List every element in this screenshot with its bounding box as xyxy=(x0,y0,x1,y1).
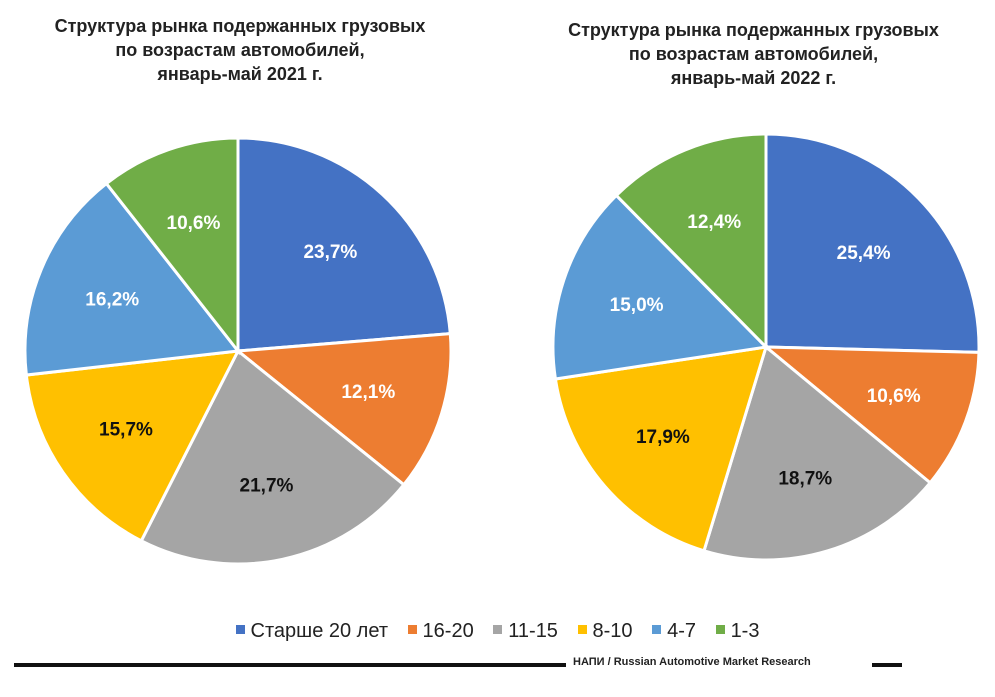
footer-source: НАПИ / Russian Automotive Market Researc… xyxy=(573,656,811,668)
chart-title-2021: Структура рынка подержанных грузовых по … xyxy=(54,16,426,84)
pie-slice-1-3 xyxy=(104,136,240,356)
legend-item-16-20: 16-20 xyxy=(407,620,474,643)
legend: Старше 20 лет 16-20 11-15 8-10 4-7 1-3 xyxy=(0,620,995,643)
legend-item-older-20: Старше 20 лет xyxy=(235,620,388,643)
footer-rule-left xyxy=(14,663,566,667)
pie-slice-16-20 xyxy=(234,332,453,487)
legend-label: 4-7 xyxy=(667,620,696,642)
pie-slice-11-15 xyxy=(139,348,406,566)
legend-item-4-7: 4-7 xyxy=(652,620,696,643)
legend-label: 8-10 xyxy=(592,620,633,642)
pie-data-label: 23,7% xyxy=(303,242,357,263)
footer-rule-right xyxy=(872,663,902,667)
pie-data-label: 10,6% xyxy=(167,213,221,234)
pie-data-label: 15,7% xyxy=(99,420,153,441)
legend-label: 11-15 xyxy=(508,620,558,642)
legend-item-1-3: 1-3 xyxy=(715,620,760,643)
legend-swatch xyxy=(652,625,662,634)
pie-data-label: 16,2% xyxy=(85,289,139,310)
legend-swatch xyxy=(407,625,417,634)
legend-swatch xyxy=(577,625,587,634)
legend-label: 1-3 xyxy=(730,620,760,642)
legend-swatch xyxy=(235,625,245,634)
pie-slice-older-20 xyxy=(236,136,452,353)
legend-swatch xyxy=(493,625,503,634)
legend-item-11-15: 11-15 xyxy=(493,620,558,643)
legend-label: Старше 20 лет xyxy=(250,620,388,642)
legend-label: 16-20 xyxy=(422,620,474,642)
chart-title-2022: Структура рынка подержанных грузовых по … xyxy=(568,20,939,88)
pie-data-label: 21,7% xyxy=(240,475,294,496)
pie-data-label: 12,1% xyxy=(341,382,395,403)
legend-item-8-10: 8-10 xyxy=(577,620,633,643)
pie-slice-4-7 xyxy=(23,181,241,377)
legend-swatch xyxy=(715,625,725,634)
pie-slice-8-10 xyxy=(24,349,241,543)
